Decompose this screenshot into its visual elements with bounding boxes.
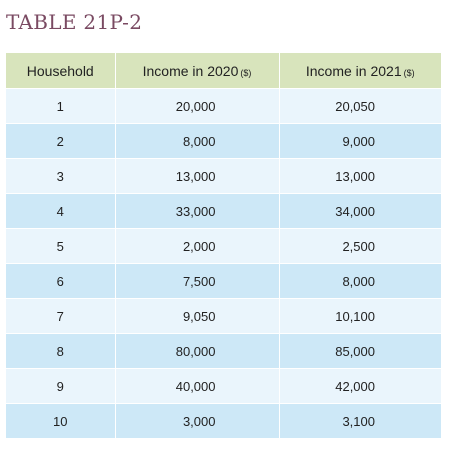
header-income-2021-unit: ($) (403, 67, 415, 78)
income-2021-cell: 8,000 (278, 263, 441, 299)
table-row: 7 9,050 10,100 (6, 298, 441, 334)
income-2021-cell: 20,050 (278, 88, 441, 124)
header-household-label: Household (26, 62, 94, 79)
table-row: 2 8,000 9,000 (6, 123, 441, 159)
income-2021-cell: 13,000 (278, 158, 441, 194)
header-income-2021: Income in 2021 ($) (278, 53, 441, 89)
household-cell: 9 (6, 368, 115, 404)
income-2020-cell: 8,000 (114, 123, 279, 159)
header-income-2020-unit: ($) (240, 67, 252, 78)
table-row: 10 3,000 3,100 (6, 403, 441, 438)
household-cell: 4 (6, 193, 115, 229)
income-2020-cell: 9,050 (114, 298, 279, 334)
header-income-2021-label: Income in 2021 (305, 62, 402, 79)
table-body: 1 20,000 20,050 2 8,000 9,000 3 13,000 1… (6, 88, 441, 438)
income-2020-cell: 3,000 (114, 403, 279, 438)
table-row: 8 80,000 85,000 (6, 333, 441, 369)
table-title: TABLE 21P-2 (6, 10, 143, 34)
income-2020-cell: 20,000 (114, 88, 279, 124)
income-2021-cell: 10,100 (278, 298, 441, 334)
household-cell: 7 (6, 298, 115, 334)
header-household: Household (6, 53, 115, 89)
income-table: Household Income in 2020 ($) Income in 20… (6, 53, 441, 438)
household-cell: 10 (6, 403, 115, 438)
household-cell: 8 (6, 333, 115, 369)
income-2020-cell: 80,000 (114, 333, 279, 369)
table-row: 5 2,000 2,500 (6, 228, 441, 264)
income-2021-cell: 9,000 (278, 123, 441, 159)
header-income-2020: Income in 2020 ($) (114, 53, 279, 89)
income-2020-cell: 40,000 (114, 368, 279, 404)
header-income-2020-label: Income in 2020 (142, 62, 239, 79)
table-row: 6 7,500 8,000 (6, 263, 441, 299)
household-cell: 3 (6, 158, 115, 194)
income-2020-cell: 33,000 (114, 193, 279, 229)
income-2021-cell: 3,100 (278, 403, 441, 438)
header-row: Household Income in 2020 ($) Income in 20… (6, 53, 441, 89)
table-row: 1 20,000 20,050 (6, 88, 441, 124)
income-2020-cell: 13,000 (114, 158, 279, 194)
household-cell: 5 (6, 228, 115, 264)
table-row: 9 40,000 42,000 (6, 368, 441, 404)
household-cell: 6 (6, 263, 115, 299)
table-row: 3 13,000 13,000 (6, 158, 441, 194)
income-2021-cell: 34,000 (278, 193, 441, 229)
income-2020-cell: 2,000 (114, 228, 279, 264)
income-2021-cell: 2,500 (278, 228, 441, 264)
income-2021-cell: 42,000 (278, 368, 441, 404)
household-cell: 1 (6, 88, 115, 124)
table-header: Household Income in 2020 ($) Income in 20… (6, 53, 441, 89)
household-cell: 2 (6, 123, 115, 159)
table-row: 4 33,000 34,000 (6, 193, 441, 229)
income-2021-cell: 85,000 (278, 333, 441, 369)
income-2020-cell: 7,500 (114, 263, 279, 299)
